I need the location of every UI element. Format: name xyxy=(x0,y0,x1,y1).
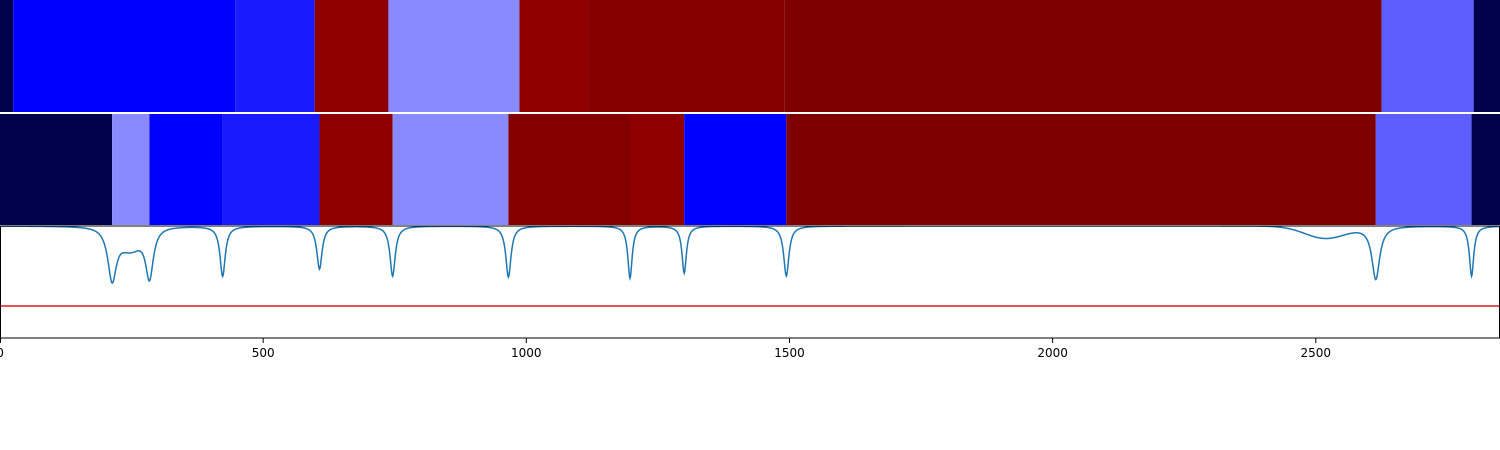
heatmap-segment xyxy=(13,0,236,112)
heatmap-segment xyxy=(508,114,630,225)
heatmap-segment xyxy=(1473,0,1500,112)
heatmap-segment xyxy=(1381,0,1474,112)
heatmap-segment xyxy=(589,0,785,112)
heatmap-segment xyxy=(1375,114,1472,225)
signal-panel xyxy=(0,225,1500,339)
x-tick-label: 1500 xyxy=(774,346,805,360)
x-tick-label: 2000 xyxy=(1037,346,1068,360)
signal-line xyxy=(0,226,1500,284)
heatmap-segment xyxy=(0,114,113,225)
x-tick-label: 0 xyxy=(0,346,4,360)
heatmap-segment xyxy=(786,114,1376,225)
x-tick-label: 1000 xyxy=(511,346,542,360)
heatmap-segment xyxy=(235,0,315,112)
x-tick-label: 500 xyxy=(252,346,275,360)
heatmap-segment xyxy=(519,0,590,112)
heatmap-segment xyxy=(319,114,393,225)
x-axis: 0 500 1000 1500 2000 2500 xyxy=(0,338,1331,360)
heatmap-segment xyxy=(392,114,509,225)
heatmap-segment xyxy=(684,114,787,225)
heatmap-row-1 xyxy=(0,0,1500,112)
heatmap-segment xyxy=(149,114,223,225)
heatmap-segment xyxy=(314,0,389,112)
heatmap-row-2 xyxy=(0,114,1500,225)
panel-frame xyxy=(0,225,1500,339)
heatmap-segment xyxy=(222,114,320,225)
heatmap-segment xyxy=(1471,114,1500,225)
heatmap-segment xyxy=(630,114,685,225)
heatmap-segment xyxy=(388,0,520,112)
heatmap-segment xyxy=(0,0,14,112)
x-tick-label: 2500 xyxy=(1301,346,1332,360)
heatmap-segment xyxy=(112,114,150,225)
heatmap-segment xyxy=(784,0,1382,112)
